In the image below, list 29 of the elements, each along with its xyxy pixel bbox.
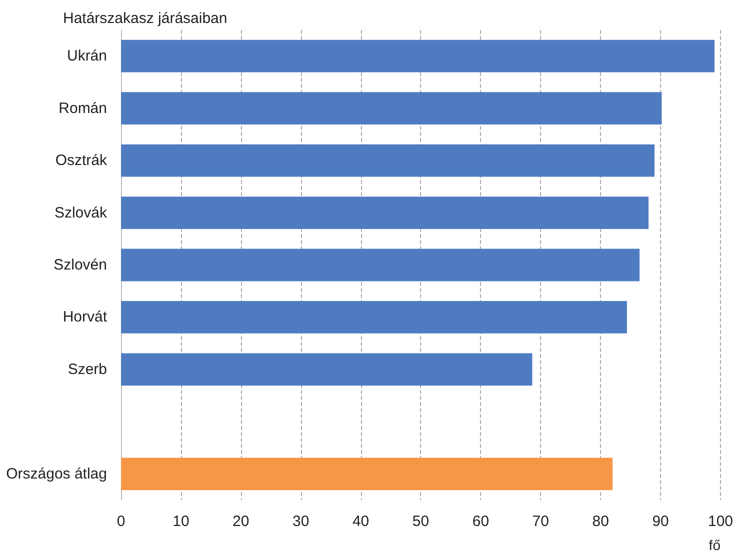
y-tick-label: Román	[58, 100, 107, 117]
x-tick-label: 40	[352, 513, 370, 530]
x-tick-label: 90	[652, 513, 669, 530]
y-tick-label: Szerb	[68, 360, 107, 378]
bar	[121, 248, 640, 282]
bar	[121, 353, 532, 386]
x-axis-title: fő	[708, 537, 721, 552]
bar	[121, 144, 655, 177]
bar	[121, 458, 613, 490]
y-tick-label: Osztrák	[55, 152, 108, 170]
y-tick-label: Horvát	[62, 308, 108, 326]
x-tick-label: 80	[592, 513, 609, 530]
x-tick-label: 100	[708, 513, 733, 530]
y-tick-label: Szlovén	[54, 256, 107, 274]
x-tick-label: 60	[472, 513, 490, 530]
x-tick-label: 20	[232, 513, 250, 530]
x-tick-label: 0	[116, 513, 126, 530]
chart-title: Határszakasz járásaiban	[63, 10, 228, 27]
y-tick-label: Szlovák	[54, 204, 108, 222]
bar	[121, 40, 714, 72]
bar	[121, 196, 649, 229]
x-tick-label: 50	[412, 513, 430, 530]
x-tick-label: 30	[292, 513, 310, 530]
bar	[121, 92, 662, 125]
x-tick-label: 10	[172, 513, 190, 530]
y-tick-label: Ukrán	[66, 48, 107, 65]
y-tick-label: Országos átlag	[6, 465, 107, 482]
bar	[121, 301, 627, 334]
x-tick-label: 70	[532, 513, 549, 530]
